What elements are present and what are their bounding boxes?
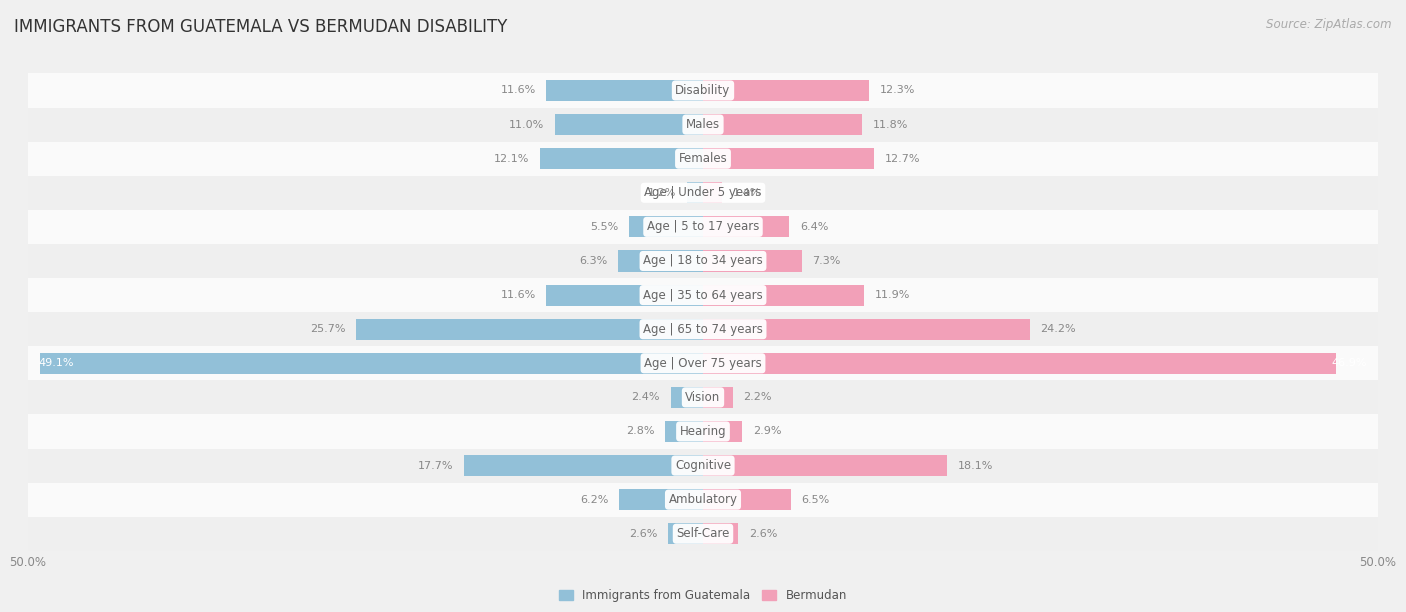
Text: 2.6%: 2.6% xyxy=(749,529,778,539)
Bar xyxy=(28,414,1378,449)
Bar xyxy=(703,114,862,135)
Text: 2.4%: 2.4% xyxy=(631,392,659,402)
Text: Age | 35 to 64 years: Age | 35 to 64 years xyxy=(643,289,763,302)
Bar xyxy=(703,80,869,101)
Text: IMMIGRANTS FROM GUATEMALA VS BERMUDAN DISABILITY: IMMIGRANTS FROM GUATEMALA VS BERMUDAN DI… xyxy=(14,18,508,36)
Text: 11.6%: 11.6% xyxy=(501,290,536,300)
Bar xyxy=(703,285,863,305)
Text: 6.4%: 6.4% xyxy=(800,222,828,232)
Bar xyxy=(703,523,738,544)
Bar xyxy=(464,455,703,476)
Bar xyxy=(628,216,703,237)
Text: Age | 65 to 74 years: Age | 65 to 74 years xyxy=(643,323,763,335)
Text: Hearing: Hearing xyxy=(679,425,727,438)
Bar xyxy=(619,489,703,510)
Bar xyxy=(703,216,789,237)
Text: 2.2%: 2.2% xyxy=(744,392,772,402)
Bar xyxy=(356,319,703,340)
Bar xyxy=(703,319,1029,340)
Bar xyxy=(41,353,703,374)
Text: 12.1%: 12.1% xyxy=(494,154,529,163)
Text: 46.9%: 46.9% xyxy=(1331,358,1367,368)
Bar xyxy=(703,387,733,408)
Text: 1.2%: 1.2% xyxy=(648,188,676,198)
Text: Ambulatory: Ambulatory xyxy=(668,493,738,506)
Bar xyxy=(671,387,703,408)
Bar xyxy=(28,278,1378,312)
Text: Age | 18 to 34 years: Age | 18 to 34 years xyxy=(643,255,763,267)
Bar xyxy=(28,210,1378,244)
Bar xyxy=(668,523,703,544)
Text: 11.6%: 11.6% xyxy=(501,86,536,95)
Bar xyxy=(28,176,1378,210)
Text: 11.8%: 11.8% xyxy=(873,119,908,130)
Text: 25.7%: 25.7% xyxy=(309,324,346,334)
Text: 49.1%: 49.1% xyxy=(39,358,75,368)
Bar xyxy=(28,312,1378,346)
Bar xyxy=(703,489,790,510)
Text: 11.0%: 11.0% xyxy=(509,119,544,130)
Text: 1.4%: 1.4% xyxy=(733,188,761,198)
Text: Age | Under 5 years: Age | Under 5 years xyxy=(644,186,762,200)
Bar xyxy=(28,517,1378,551)
Bar xyxy=(554,114,703,135)
Bar xyxy=(28,346,1378,380)
Bar xyxy=(703,353,1336,374)
Text: 12.7%: 12.7% xyxy=(886,154,921,163)
Bar xyxy=(665,421,703,442)
Text: 6.3%: 6.3% xyxy=(579,256,607,266)
Text: 24.2%: 24.2% xyxy=(1040,324,1076,334)
Text: 2.9%: 2.9% xyxy=(754,427,782,436)
Text: 17.7%: 17.7% xyxy=(418,461,453,471)
Bar xyxy=(540,148,703,170)
Text: 5.5%: 5.5% xyxy=(589,222,619,232)
Bar xyxy=(28,483,1378,517)
Bar xyxy=(703,250,801,272)
Text: 11.9%: 11.9% xyxy=(875,290,910,300)
Text: Age | Over 75 years: Age | Over 75 years xyxy=(644,357,762,370)
Text: Source: ZipAtlas.com: Source: ZipAtlas.com xyxy=(1267,18,1392,31)
Text: 12.3%: 12.3% xyxy=(880,86,915,95)
Bar xyxy=(619,250,703,272)
Text: Cognitive: Cognitive xyxy=(675,459,731,472)
Bar xyxy=(547,285,703,305)
Bar xyxy=(703,421,742,442)
Text: Age | 5 to 17 years: Age | 5 to 17 years xyxy=(647,220,759,233)
Bar xyxy=(703,148,875,170)
Bar xyxy=(547,80,703,101)
Text: 6.2%: 6.2% xyxy=(581,494,609,505)
Text: 6.5%: 6.5% xyxy=(801,494,830,505)
Text: 7.3%: 7.3% xyxy=(813,256,841,266)
Bar xyxy=(28,380,1378,414)
Bar xyxy=(703,182,721,203)
Bar xyxy=(28,73,1378,108)
Text: Females: Females xyxy=(679,152,727,165)
Text: Disability: Disability xyxy=(675,84,731,97)
Text: 18.1%: 18.1% xyxy=(957,461,994,471)
Bar xyxy=(28,449,1378,483)
Bar xyxy=(28,244,1378,278)
Text: 2.8%: 2.8% xyxy=(626,427,654,436)
Text: Males: Males xyxy=(686,118,720,131)
Text: 2.6%: 2.6% xyxy=(628,529,657,539)
Bar xyxy=(28,108,1378,141)
Bar xyxy=(703,455,948,476)
Text: Vision: Vision xyxy=(685,391,721,404)
Bar xyxy=(686,182,703,203)
Bar xyxy=(28,141,1378,176)
Legend: Immigrants from Guatemala, Bermudan: Immigrants from Guatemala, Bermudan xyxy=(554,584,852,607)
Text: Self-Care: Self-Care xyxy=(676,528,730,540)
